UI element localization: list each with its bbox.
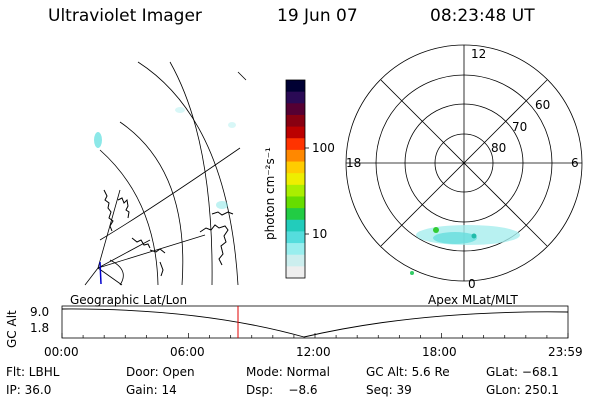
- polar-plot-title: Apex MLat/MLT: [428, 293, 518, 307]
- polar-emission: [410, 225, 520, 275]
- mlt-label-18: 18: [346, 156, 362, 170]
- colorbar-band: [286, 80, 305, 93]
- colorbar-band: [286, 138, 305, 151]
- geo-emission: [94, 107, 236, 209]
- altitude-xtick-1200: 12:00: [296, 345, 331, 359]
- colorbar-band: [286, 208, 305, 221]
- colorbar-band: [286, 91, 305, 104]
- status-glat: GLat: −68.1: [486, 365, 559, 379]
- status-glon: GLon: 250.1: [486, 383, 559, 397]
- colorbar-band: [286, 254, 305, 267]
- colorbar-unit-label: photon cm⁻²s⁻¹: [263, 147, 277, 240]
- altitude-ytick-1-8: 1.8: [30, 321, 50, 335]
- mlt-label-12: 12: [471, 47, 487, 61]
- status-gain: Gain: 14: [126, 383, 177, 397]
- status-ip: IP: 36.0: [6, 383, 52, 397]
- mlt-label-6: 6: [571, 156, 579, 170]
- colorbar-band: [286, 196, 305, 209]
- altitude-xtick-1800: 18:00: [422, 345, 457, 359]
- geo-plot-title: Geographic Lat/Lon: [70, 293, 188, 307]
- colorbar-tick-100: 100: [312, 141, 335, 155]
- polar-plot: [345, 44, 583, 282]
- geographic-plot: [84, 61, 247, 286]
- status-seq: Seq: 39: [366, 383, 412, 397]
- altitude-xtick-2359: 23:59: [548, 345, 583, 359]
- colorbar-band: [286, 126, 305, 139]
- status-door: Door: Open: [126, 365, 195, 379]
- colorbar-band: [286, 149, 305, 163]
- colorbar-band: [286, 219, 305, 232]
- colorbar-tick-10: 10: [312, 227, 328, 241]
- altitude-ylabel: GC Alt: [5, 310, 19, 348]
- altitude-xtick-0000: 00:00: [44, 345, 79, 359]
- colorbar-band: [286, 173, 305, 186]
- status-gc-alt: GC Alt: 5.6 Re: [366, 365, 450, 379]
- time-label: 08:23:48 UT: [430, 6, 535, 26]
- mlat-label-80: 80: [491, 141, 507, 155]
- mlat-label-60: 60: [535, 98, 551, 112]
- mlat-label-70: 70: [512, 120, 528, 134]
- date-label: 19 Jun 07: [277, 6, 358, 26]
- colorbar-band: [286, 243, 305, 256]
- mlt-label-0: 0: [468, 277, 476, 291]
- status-mode: Mode: Normal: [246, 365, 330, 379]
- status-dsp: Dsp: −8.6: [246, 383, 318, 397]
- altitude-panel: [61, 305, 569, 339]
- colorbar: [286, 80, 305, 279]
- geo-marker-line: [99, 261, 102, 285]
- colorbar-band: [286, 114, 305, 128]
- instrument-title: Ultraviolet Imager: [48, 6, 202, 26]
- colorbar-band: [286, 231, 305, 244]
- status-flt: Flt: LBHL: [6, 365, 60, 379]
- altitude-ytick-9: 9.0: [30, 305, 50, 319]
- colorbar-band: [286, 161, 305, 174]
- altitude-xtick-0600: 06:00: [170, 345, 205, 359]
- colorbar-band: [286, 184, 305, 197]
- colorbar-band: [286, 266, 305, 279]
- colorbar-band: [286, 103, 305, 116]
